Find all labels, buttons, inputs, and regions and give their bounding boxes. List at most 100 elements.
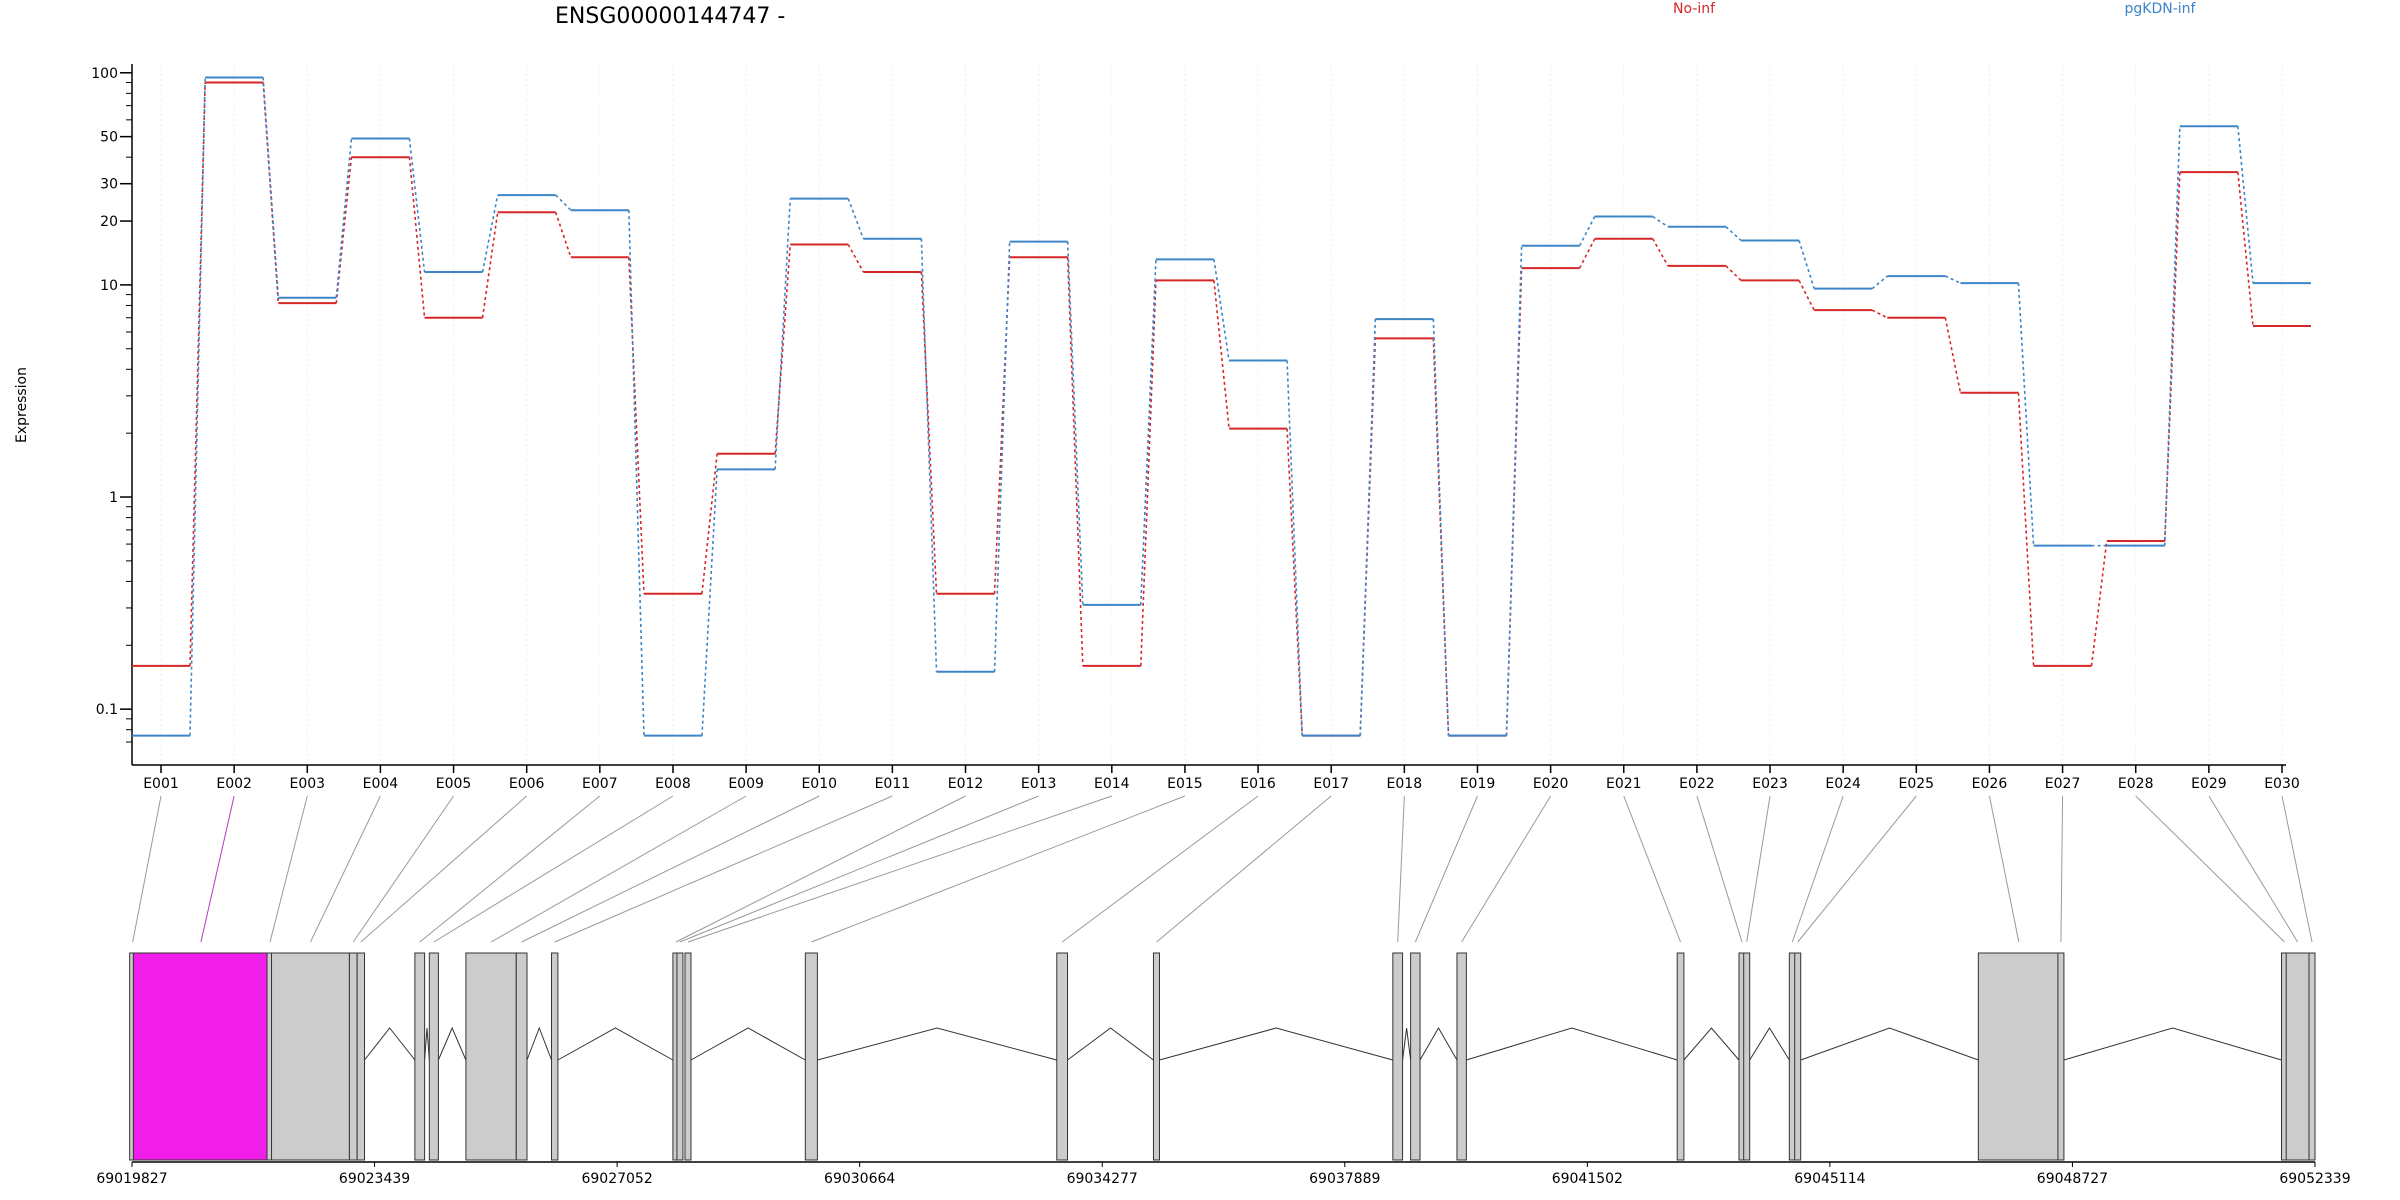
x-tick-label: E022 xyxy=(1679,776,1715,792)
intron-line xyxy=(690,1027,806,1061)
exon-connector xyxy=(1797,795,1917,943)
x-tick-label: E019 xyxy=(1460,776,1496,792)
exon-connector xyxy=(490,795,747,943)
series-transition xyxy=(481,194,499,273)
x-tick-label: E021 xyxy=(1606,776,1642,792)
series-transition xyxy=(847,198,865,240)
coordinate-label: 69030664 xyxy=(824,1171,895,1187)
axes: 100 50 30 20 10 1 0.1 E001 E002 E003 E004 E005 E006 E… xyxy=(91,64,2300,792)
series-0 xyxy=(132,81,2311,737)
exon-box xyxy=(1977,952,2060,1161)
coordinate-label: 69052339 xyxy=(2279,1171,2350,1187)
series-transition xyxy=(993,241,1011,672)
exon-connector xyxy=(200,795,235,943)
series-transition xyxy=(1578,216,1596,247)
exon-box xyxy=(465,952,517,1161)
series-transition xyxy=(1652,215,1669,228)
x-tick-label: E020 xyxy=(1533,776,1569,792)
exon-connector xyxy=(1156,795,1332,943)
y-tick-label: 20 xyxy=(100,214,118,230)
coordinate-label: 69048727 xyxy=(2037,1171,2108,1187)
y-tick-label: 100 xyxy=(91,66,118,82)
intron-line xyxy=(526,1026,552,1061)
series-transition xyxy=(2090,540,2108,666)
exon-connector xyxy=(1746,795,1771,943)
coordinate-label: 69045114 xyxy=(1794,1171,1865,1187)
series-transition xyxy=(1725,265,1742,281)
exon-connector xyxy=(554,795,893,943)
exon-box xyxy=(1794,952,1802,1161)
series-transition xyxy=(408,138,426,273)
series-lines xyxy=(132,76,2311,737)
series-transition xyxy=(1139,280,1157,666)
x-tick-label: E016 xyxy=(1240,776,1276,792)
coordinate-label: 69041502 xyxy=(1552,1171,1623,1187)
x-tick-label: E028 xyxy=(2118,776,2154,792)
legend-pgkdn-inf: pgKDN-inf xyxy=(2125,1,2197,17)
exon-box xyxy=(2285,952,2310,1161)
exon-connector xyxy=(687,795,1112,943)
intron-line xyxy=(1749,1027,1790,1061)
y-tick-label: 1 xyxy=(109,490,118,506)
intron-line xyxy=(1419,1026,1458,1061)
series-transition xyxy=(408,157,426,318)
exon-connector xyxy=(360,795,528,943)
series-transition xyxy=(1139,259,1157,605)
exon-box xyxy=(1410,952,1421,1161)
intron-line xyxy=(437,1026,467,1061)
series-transition xyxy=(2017,392,2035,666)
x-tick-label: E009 xyxy=(728,776,764,792)
exon-box xyxy=(271,952,350,1161)
series-transition xyxy=(2237,172,2254,327)
intron-line xyxy=(2063,1027,2282,1061)
exon-box xyxy=(1676,952,1685,1161)
series-transition xyxy=(1944,275,1961,284)
series-transition xyxy=(1432,319,1450,736)
series-transition xyxy=(555,194,572,211)
series-transition xyxy=(1944,317,1962,393)
exon-connector xyxy=(352,795,454,943)
series-transition xyxy=(1505,245,1523,736)
x-tick-label: E025 xyxy=(1899,776,1935,792)
series-transition xyxy=(335,157,353,304)
intron-line xyxy=(557,1027,674,1061)
x-tick-label: E007 xyxy=(582,776,618,792)
chart-title: ENSG00000144747 - xyxy=(555,4,785,29)
exon-connector xyxy=(1061,795,1259,943)
x-tick-label: E024 xyxy=(1825,776,1861,792)
exon-connector xyxy=(1623,795,1682,943)
exon-box xyxy=(132,952,270,1161)
coordinate-label: 69027052 xyxy=(581,1171,652,1187)
x-tick-label: E004 xyxy=(363,776,399,792)
x-tick-label: E026 xyxy=(1972,776,2008,792)
intron-line xyxy=(1466,1027,1678,1061)
exon-connector xyxy=(2281,795,2313,943)
exon-box xyxy=(551,952,559,1161)
series-transition xyxy=(701,469,718,736)
exon-connector xyxy=(310,795,381,943)
y-tick-label: 50 xyxy=(100,130,118,146)
exon-connector xyxy=(419,795,601,943)
x-tick-label: E005 xyxy=(436,776,472,792)
grid xyxy=(160,64,2283,765)
series-transition xyxy=(701,453,718,594)
series-transition xyxy=(1871,309,1888,319)
exon-connectors xyxy=(132,795,2313,943)
coordinate-label: 69034277 xyxy=(1067,1171,1138,1187)
exon-connector xyxy=(1461,795,1552,943)
exon-box xyxy=(348,952,358,1161)
series-transition xyxy=(1798,240,1815,289)
x-tick-label: E015 xyxy=(1167,776,1203,792)
exon-connector xyxy=(811,795,1186,943)
x-tick-label: E002 xyxy=(216,776,252,792)
exon-connector xyxy=(2135,795,2285,943)
series-transition xyxy=(1578,238,1596,269)
x-tick-label: E010 xyxy=(801,776,837,792)
exon-connector xyxy=(1988,795,2020,943)
exon-box xyxy=(1456,952,1467,1161)
y-tick-label: 10 xyxy=(100,278,118,294)
x-tick-label: E029 xyxy=(2191,776,2227,792)
x-tick-label: E014 xyxy=(1094,776,1130,792)
x-tick-label: E013 xyxy=(1021,776,1057,792)
intron-line xyxy=(1067,1027,1154,1061)
